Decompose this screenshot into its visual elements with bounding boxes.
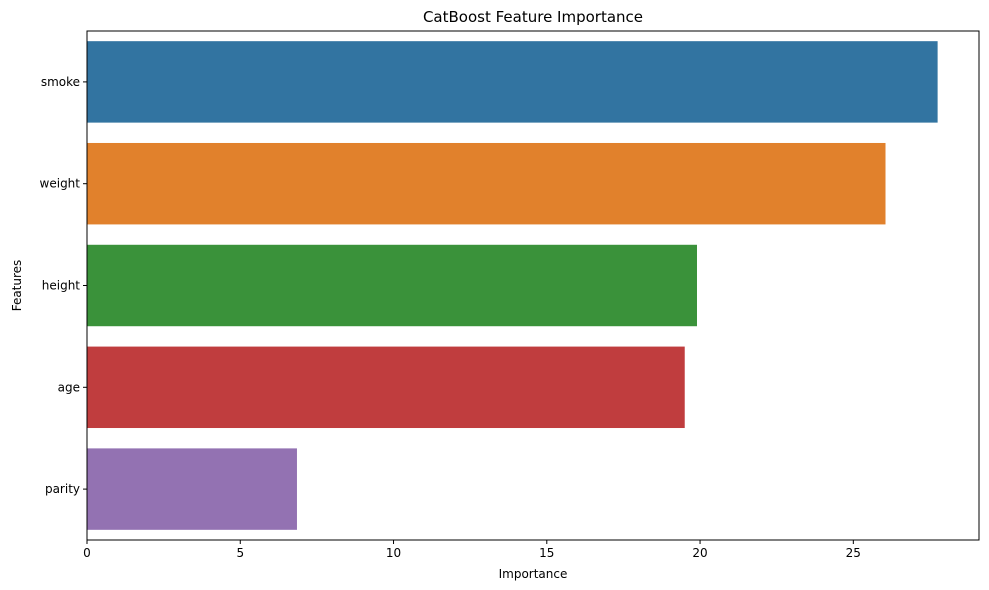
plot-area bbox=[87, 41, 938, 530]
x-tick-label-25: 25 bbox=[846, 546, 861, 560]
bar-parity bbox=[87, 448, 297, 530]
y-tick-label-parity: parity bbox=[45, 482, 80, 496]
x-tick-label-10: 10 bbox=[386, 546, 401, 560]
x-tick-label-5: 5 bbox=[236, 546, 244, 560]
y-tick-label-height: height bbox=[42, 279, 81, 293]
y-axis: smoke weight height age parity bbox=[40, 75, 87, 496]
bar-height bbox=[87, 244, 697, 327]
bar-smoke bbox=[87, 41, 938, 123]
bar-weight bbox=[87, 142, 886, 225]
plot-frame bbox=[86, 30, 980, 541]
x-tick-label-0: 0 bbox=[83, 546, 91, 560]
y-axis-label: Features bbox=[10, 260, 24, 312]
x-axis: 0 5 10 15 20 25 bbox=[83, 540, 861, 560]
y-tick-label-smoke: smoke bbox=[41, 75, 80, 89]
x-axis-label: Importance bbox=[499, 567, 568, 581]
bar-age bbox=[87, 346, 685, 429]
x-tick-label-15: 15 bbox=[539, 546, 554, 560]
chart-title: CatBoost Feature Importance bbox=[423, 8, 643, 26]
x-tick-label-20: 20 bbox=[692, 546, 707, 560]
y-tick-label-weight: weight bbox=[40, 177, 81, 191]
y-tick-label-age: age bbox=[58, 380, 80, 394]
